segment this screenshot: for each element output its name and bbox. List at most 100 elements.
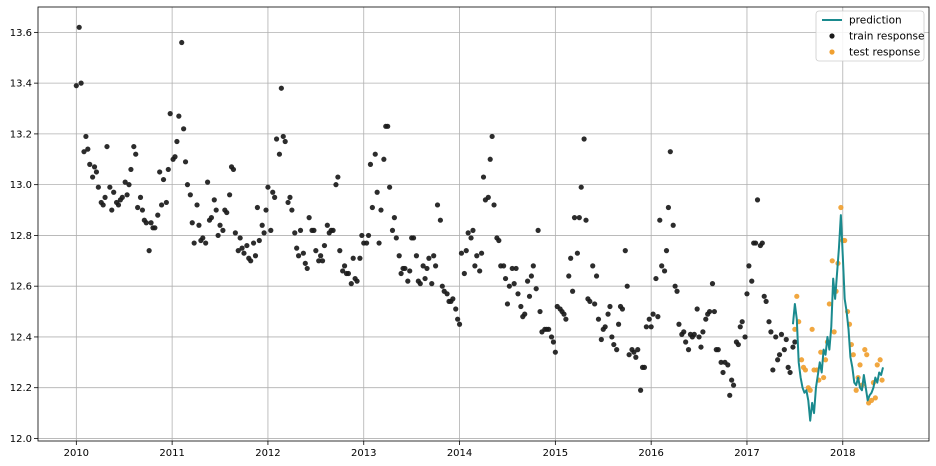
test-point (874, 362, 880, 368)
train-point (661, 268, 668, 274)
train-point (439, 283, 445, 289)
plot-area (73, 24, 885, 422)
train-point (496, 237, 502, 244)
train-point (468, 235, 474, 241)
train-point (378, 207, 384, 213)
train-point (624, 283, 630, 289)
test-point (821, 374, 827, 381)
train-point (126, 182, 132, 188)
train-point (571, 215, 578, 221)
train-point (348, 281, 354, 287)
train-point (143, 220, 149, 226)
train-point (685, 347, 692, 353)
train-point (268, 227, 274, 233)
train-point (450, 296, 456, 302)
train-point (465, 230, 471, 236)
x-tick-label: 2016 (638, 448, 663, 459)
train-point (321, 242, 328, 249)
train-point (341, 263, 348, 269)
train-point (189, 220, 195, 226)
test-point (838, 204, 844, 211)
train-point (95, 184, 101, 190)
train-point (389, 227, 396, 233)
test-point (862, 347, 868, 353)
train-point (311, 227, 317, 233)
train-point (729, 377, 735, 383)
train-point (402, 265, 408, 272)
train-point (413, 253, 420, 259)
train-point (461, 270, 467, 277)
train-point (537, 308, 543, 315)
test-point (864, 352, 870, 358)
train-point (657, 217, 663, 223)
train-point (87, 161, 93, 167)
train-point (648, 324, 654, 330)
train-point (300, 250, 306, 256)
train-point (194, 202, 200, 208)
train-point (270, 189, 276, 195)
train-point (111, 189, 117, 195)
train-point (776, 352, 783, 358)
train-point (426, 255, 432, 261)
x-tick-label: 2017 (734, 448, 759, 459)
train-point (133, 151, 139, 157)
train-point (502, 275, 509, 282)
y-tick-label: 13.0 (10, 180, 32, 191)
train-point (91, 164, 98, 170)
train-point (576, 215, 582, 221)
train-point (477, 268, 483, 274)
train-point (422, 275, 428, 282)
train-point (278, 85, 284, 91)
train-point (181, 126, 187, 132)
train-point (768, 329, 774, 335)
train-point (535, 227, 541, 233)
train-point (396, 253, 402, 259)
test-point (842, 237, 848, 244)
train-point (703, 316, 709, 322)
train-point (306, 215, 312, 221)
train-point (749, 278, 755, 284)
x-tick-label: 2018 (830, 448, 855, 459)
train-point (131, 143, 137, 150)
train-point (230, 166, 237, 173)
train-point (350, 255, 356, 261)
train-point (667, 149, 673, 155)
y-tick-label: 12.2 (10, 383, 32, 394)
train-point (280, 133, 286, 140)
train-point (595, 316, 602, 322)
train-point (590, 263, 596, 269)
train-point (528, 273, 535, 279)
train-point (548, 334, 555, 340)
train-point (122, 179, 128, 185)
x-tick-label: 2014 (447, 448, 472, 459)
train-point (254, 204, 260, 211)
train-point (289, 207, 295, 213)
legend-label: prediction (849, 15, 902, 27)
train-point (509, 265, 515, 272)
test-point (868, 397, 875, 403)
train-point (526, 293, 533, 299)
train-point (256, 237, 262, 244)
train-point (420, 263, 426, 269)
y-tick-label: 13.2 (10, 129, 32, 140)
train-point (665, 204, 672, 211)
train-point (533, 286, 539, 292)
train-point (720, 369, 726, 376)
train-point (478, 250, 485, 256)
train-point (248, 258, 254, 264)
train-point (696, 334, 702, 340)
train-point (93, 169, 100, 175)
train-response-points (73, 24, 798, 398)
axes: 2010 2011 2012 2013 2014 2015 2016 2017 2018 12.0… (10, 6, 930, 459)
train-point (398, 270, 404, 277)
train-point (633, 354, 639, 360)
train-point (179, 39, 185, 46)
train-point (434, 202, 441, 208)
train-point (694, 306, 700, 312)
train-point (313, 248, 319, 254)
y-tick-label: 12.8 (10, 231, 32, 242)
train-point (263, 207, 269, 213)
train-point (761, 293, 767, 299)
train-point (393, 235, 399, 241)
train-point (354, 278, 360, 284)
